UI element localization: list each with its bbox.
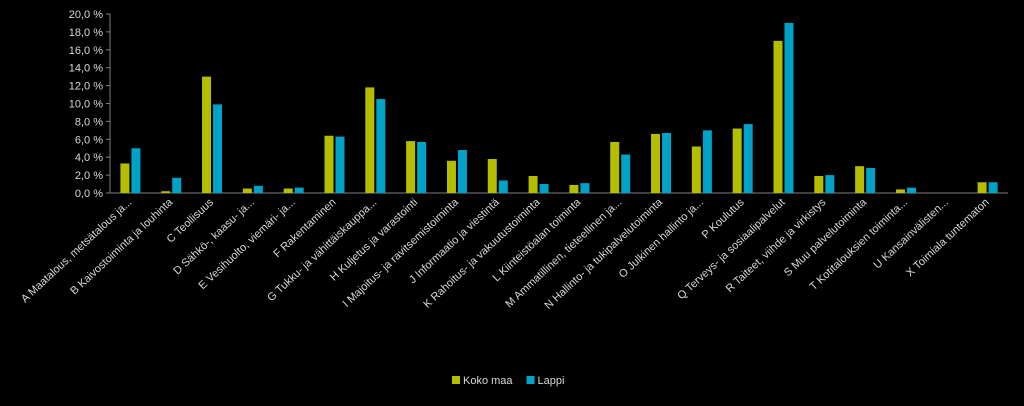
bar-lappi <box>866 167 876 193</box>
bar-lappi <box>906 187 916 193</box>
bar-koko-maa <box>855 166 865 193</box>
y-tick-label: 2,0 % <box>75 170 103 182</box>
bar-lappi <box>335 136 345 193</box>
bar-koko-maa <box>365 87 375 193</box>
bar-lappi <box>988 182 998 193</box>
bar-lappi <box>457 150 467 193</box>
bar-koko-maa <box>242 188 252 193</box>
y-tick-label: 20,0 % <box>69 9 103 21</box>
bar-lappi <box>376 99 386 193</box>
bar-lappi <box>294 187 304 193</box>
bar-koko-maa <box>161 191 171 193</box>
bar-lappi <box>580 183 590 193</box>
bar-lappi <box>539 184 549 193</box>
bar-lappi <box>743 124 753 193</box>
bar-koko-maa <box>202 76 212 193</box>
bar-koko-maa <box>283 188 293 193</box>
category-label: U Kansainvälisten... <box>872 196 951 271</box>
y-tick-label: 18,0 % <box>69 27 103 39</box>
y-tick-label: 6,0 % <box>75 134 103 146</box>
bar-koko-maa <box>120 163 130 193</box>
bar-lappi <box>825 175 835 193</box>
y-tick-label: 12,0 % <box>69 81 103 93</box>
y-axis: 0,0 % 2,0 % 4,0 % 6,0 % 8,0 % 10,0 % 12,0 % 14,… <box>69 9 111 200</box>
y-tick-label: 14,0 % <box>69 63 103 75</box>
bar-koko-maa <box>977 182 987 193</box>
bar-koko-maa <box>569 184 579 193</box>
bar-koko-maa <box>324 135 334 193</box>
bar-lappi <box>213 104 223 193</box>
y-tick-label: 10,0 % <box>69 99 103 111</box>
bar-koko-maa <box>406 141 416 193</box>
legend-label: Koko maa <box>463 375 513 387</box>
bar-lappi <box>702 130 712 193</box>
category-label: O Julkinen hallinto ja... <box>617 196 706 280</box>
bar-koko-maa <box>651 133 661 193</box>
y-tick-label: 0,0 % <box>75 188 103 200</box>
bar-koko-maa <box>528 175 538 193</box>
bar-lappi <box>621 154 631 193</box>
bar-koko-maa <box>691 146 701 193</box>
bar-lappi <box>417 141 427 193</box>
y-tick-label: 16,0 % <box>69 45 103 57</box>
bar-koko-maa <box>732 128 742 193</box>
category-labels: A Maatalous, metsätalous ja...B Kaivosto… <box>19 196 992 312</box>
bar-koko-maa <box>895 189 905 193</box>
category-label: D Sähkö-, kaasu- ja... <box>171 196 257 277</box>
legend-label: Lappi <box>538 375 565 387</box>
bar-lappi <box>784 22 794 194</box>
bar-koko-maa <box>773 40 783 193</box>
legend-swatch-koko-maa <box>452 376 460 384</box>
bars <box>120 22 998 194</box>
y-tick-label: 8,0 % <box>75 116 103 128</box>
legend-swatch-lappi <box>526 376 535 384</box>
bar-lappi <box>172 177 182 193</box>
bar-lappi <box>131 148 141 193</box>
category-label: X Toimiala tuntematon <box>904 196 992 279</box>
bar-lappi <box>498 180 508 193</box>
bar-koko-maa <box>610 141 620 193</box>
y-tick-label: 4,0 % <box>75 152 103 164</box>
bar-lappi <box>253 185 263 193</box>
bar-koko-maa <box>446 160 456 193</box>
bar-koko-maa <box>487 158 497 193</box>
legend: Koko maa Lappi <box>452 375 564 387</box>
bar-koko-maa <box>814 175 824 193</box>
bar-lappi <box>662 133 672 193</box>
